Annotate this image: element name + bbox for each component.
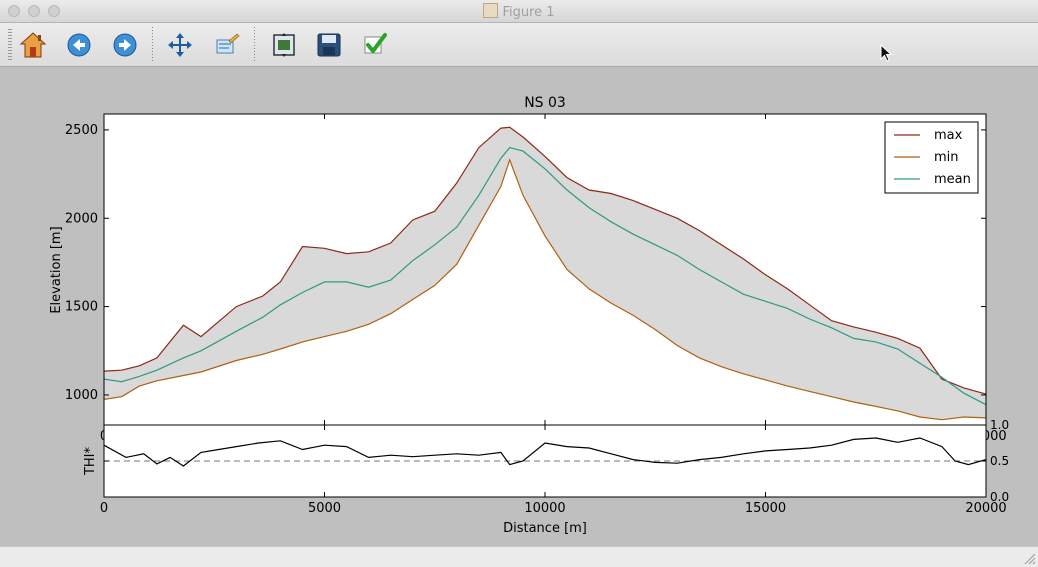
thi-x-tick-label: 5000 — [308, 501, 341, 516]
window-title: Figure 1 — [0, 3, 1038, 20]
zoom-window-button[interactable] — [48, 5, 60, 17]
minimize-window-button[interactable] — [28, 5, 40, 17]
toolbar-separator — [254, 27, 255, 63]
window-titlebar: Figure 1 — [0, 0, 1038, 23]
zoom-rect-icon[interactable] — [213, 31, 241, 59]
elevation-y-axis-label: Elevation [m] — [49, 226, 64, 313]
chart-title: NS 03 — [524, 95, 566, 111]
legend-label-max: max — [934, 128, 963, 143]
close-window-button[interactable] — [8, 5, 20, 17]
thi-x-tick-label: 0 — [100, 501, 108, 516]
toolbar-separator — [152, 27, 153, 63]
thi-x-tick-label: 20000 — [965, 501, 1006, 516]
elevation-y-tick-label: 1500 — [65, 300, 98, 315]
subplots-icon[interactable] — [270, 31, 298, 59]
distance-x-axis-label: Distance [m] — [503, 521, 587, 536]
legend-label-min: min — [934, 150, 959, 165]
resize-grip-icon[interactable] — [1024, 553, 1036, 565]
checkmark-icon[interactable] — [361, 31, 389, 59]
toolbar-grip[interactable] — [8, 29, 12, 61]
elevation-y-tick-label: 1000 — [65, 388, 98, 403]
legend: max min mean — [884, 121, 979, 194]
series-line-mean — [103, 146, 987, 406]
forward-arrow-icon[interactable] — [111, 31, 139, 59]
series-line-max — [103, 126, 987, 395]
legend-label-mean: mean — [934, 172, 971, 187]
elevation-y-tick-label: 2000 — [65, 211, 98, 226]
mouse-cursor-icon — [880, 44, 892, 62]
elevation-y-tick-label: 2500 — [65, 123, 98, 138]
thi-y-tick-label: 0.5 — [990, 454, 1009, 468]
series-line-min — [103, 158, 987, 421]
status-bar — [0, 546, 1038, 567]
window-title-text: Figure 1 — [502, 5, 555, 20]
pan-move-icon[interactable] — [166, 31, 194, 59]
navigation-toolbar — [0, 23, 1038, 67]
thi-series-line — [103, 437, 987, 467]
thi-y-tick-label: 0.0 — [990, 490, 1009, 504]
min-max-fill-band — [104, 127, 986, 420]
elevation-axes: 1000 1500 2000 2500 NS 03 Elevation [m] max… — [49, 95, 1007, 444]
thi-x-tick-label: 10000 — [524, 501, 565, 516]
figure-canvas[interactable]: 1000 1500 2000 2500 NS 03 Elevation [m] max… — [0, 66, 1038, 546]
thi-x-tick-label: 15000 — [745, 501, 786, 516]
home-icon[interactable] — [19, 31, 47, 59]
back-arrow-icon[interactable] — [65, 31, 93, 59]
thi-y-axis-label: THI* — [83, 446, 98, 476]
thi-y-tick-label: 1.0 — [990, 418, 1009, 432]
save-disk-icon[interactable] — [315, 31, 343, 59]
app-icon — [483, 3, 499, 18]
